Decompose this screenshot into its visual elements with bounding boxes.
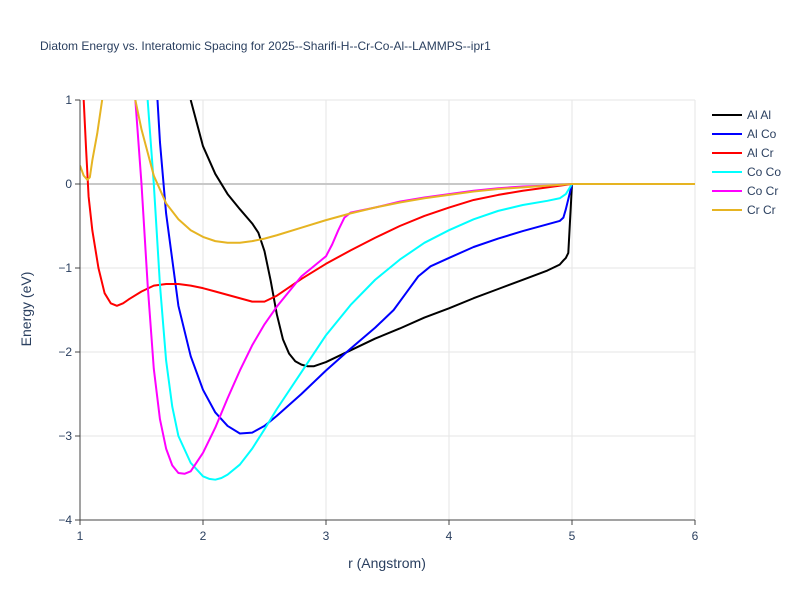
series-line-co-co — [146, 100, 695, 481]
series-layer — [80, 100, 695, 481]
legend: Al Al Al Co Al Cr Co Co Co Cr Cr Cr — [712, 108, 781, 217]
y-tick-label: −1 — [58, 261, 72, 275]
y-tick-label: 1 — [65, 93, 72, 107]
legend-label-co-cr: Co Cr — [747, 184, 778, 198]
x-tick-label: 6 — [692, 529, 699, 543]
x-tick-label: 1 — [77, 529, 84, 543]
legend-label-al-al: Al Al — [747, 108, 771, 122]
y-tick-label: −2 — [58, 345, 72, 359]
x-tick-label: 5 — [569, 529, 576, 543]
y-tick-label: −4 — [58, 513, 72, 527]
grid — [80, 99, 696, 520]
y-tick-label: −3 — [58, 429, 72, 443]
series-line-cr-cr — [80, 100, 695, 244]
legend-label-al-co: Al Co — [747, 127, 777, 141]
chart-title: Diatom Energy vs. Interatomic Spacing fo… — [40, 39, 491, 53]
series-line-al-co — [156, 100, 695, 435]
legend-label-cr-cr: Cr Cr — [747, 203, 776, 217]
series-line-co-cr — [134, 100, 695, 475]
y-axis-title: Energy (eV) — [18, 272, 34, 347]
legend-label-co-co: Co Co — [747, 165, 781, 179]
x-axis: 1 2 3 4 5 6 — [77, 519, 699, 543]
y-tick-label: 0 — [65, 177, 72, 191]
y-axis: 1 0 −1 −2 −3 −4 — [58, 93, 81, 527]
x-tick-label: 3 — [323, 529, 330, 543]
x-tick-label: 2 — [200, 529, 207, 543]
series-line-al-cr — [82, 100, 695, 307]
series-line-al-al — [189, 100, 695, 368]
x-axis-title: r (Angstrom) — [348, 555, 426, 571]
legend-label-al-cr: Al Cr — [747, 146, 774, 160]
x-tick-label: 4 — [446, 529, 453, 543]
